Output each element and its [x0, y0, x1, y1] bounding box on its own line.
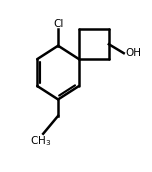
Text: Cl: Cl: [53, 19, 63, 29]
Text: CH$_3$: CH$_3$: [30, 134, 51, 148]
Text: OH: OH: [125, 48, 141, 58]
